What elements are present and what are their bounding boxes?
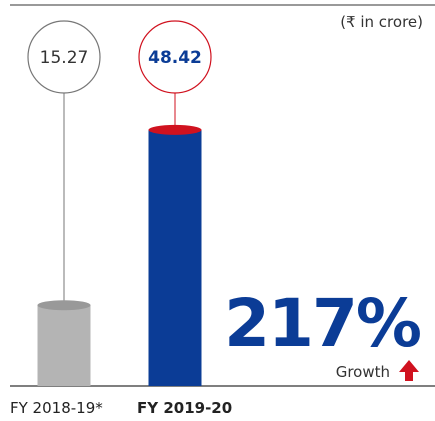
bar-cap bbox=[148, 124, 202, 135]
bar bbox=[37, 305, 91, 386]
growth-label: Growth bbox=[336, 363, 390, 381]
value-bubble bbox=[138, 20, 212, 94]
value-label: 15.27 bbox=[40, 48, 89, 68]
x-tick-label: FY 2019-20 bbox=[137, 399, 232, 417]
bar-cap bbox=[37, 300, 91, 311]
value-label: 48.42 bbox=[148, 48, 202, 68]
growth-value: 217% bbox=[224, 285, 421, 362]
unit-label: (₹ in crore) bbox=[340, 13, 423, 31]
bar bbox=[148, 129, 202, 386]
x-tick-label: FY 2018-19* bbox=[10, 399, 103, 417]
value-bubble bbox=[27, 20, 101, 94]
growth-arrow bbox=[399, 360, 419, 381]
